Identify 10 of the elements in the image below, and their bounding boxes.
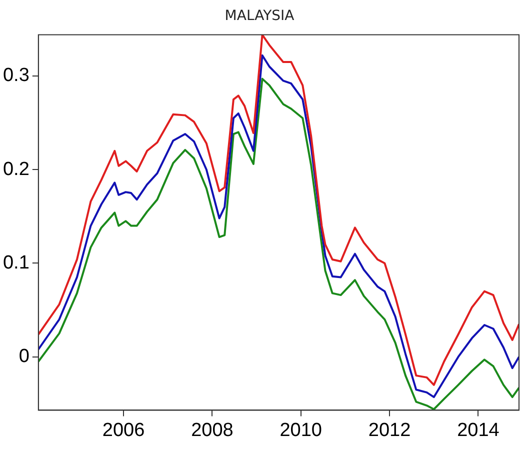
- y-tick-label: 0.1: [2, 252, 30, 274]
- y-tick-label: 0.3: [2, 65, 30, 86]
- y-tick-label: 0: [18, 346, 30, 368]
- chart-title: MALAYSIA: [224, 8, 295, 24]
- x-tick-label: 2014: [457, 420, 500, 441]
- x-tick-label: 2006: [102, 420, 145, 441]
- x-tick-label: 2012: [368, 420, 411, 441]
- x-tick-label: 2008: [191, 420, 234, 441]
- x-tick-label: 2010: [280, 420, 322, 441]
- y-tick-label: 0.2: [2, 158, 30, 180]
